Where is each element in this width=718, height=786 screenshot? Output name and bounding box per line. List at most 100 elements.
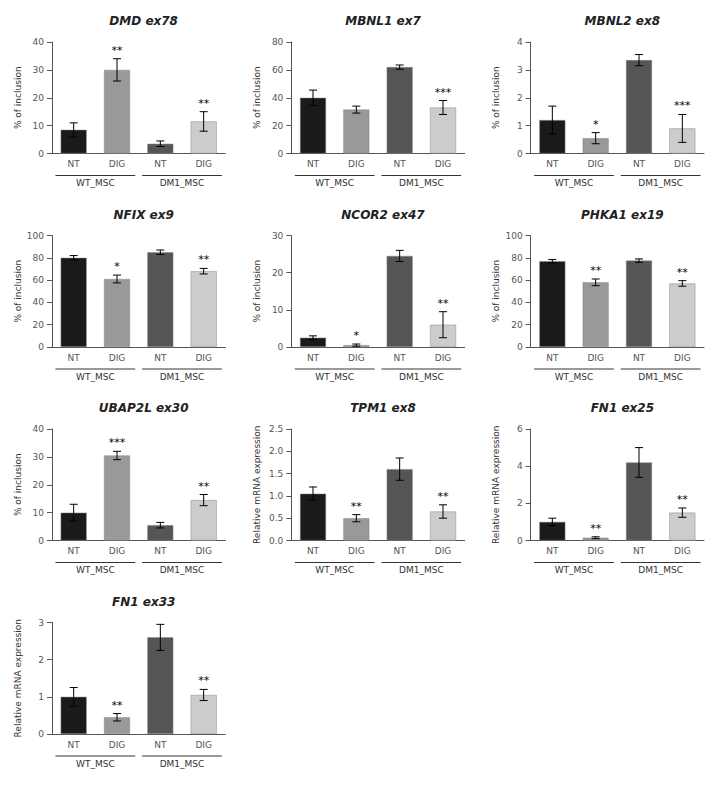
svg-text:20: 20	[33, 480, 45, 490]
svg-text:**: **	[112, 44, 124, 57]
svg-text:60: 60	[511, 275, 523, 285]
svg-text:DIG: DIG	[109, 159, 126, 169]
svg-text:*: *	[114, 260, 120, 273]
svg-text:4: 4	[517, 37, 523, 47]
svg-text:40: 40	[272, 93, 284, 103]
svg-text:% of inclusion: % of inclusion	[13, 453, 23, 516]
svg-text:DIG: DIG	[674, 353, 691, 363]
svg-text:0: 0	[38, 729, 44, 739]
svg-text:DM1_MSC: DM1_MSC	[399, 178, 444, 188]
svg-text:1: 1	[38, 692, 44, 702]
svg-text:*: *	[354, 329, 360, 342]
svg-text:1.5: 1.5	[269, 469, 283, 479]
svg-text:DIG: DIG	[674, 159, 691, 169]
svg-text:100: 100	[505, 231, 522, 241]
svg-text:DM1_MSC: DM1_MSC	[638, 178, 683, 188]
svg-text:DIG: DIG	[195, 159, 212, 169]
svg-text:40: 40	[33, 37, 45, 47]
svg-text:NT: NT	[154, 546, 167, 556]
svg-text:10: 10	[272, 305, 284, 315]
svg-text:% of inclusion: % of inclusion	[13, 66, 23, 129]
svg-text:**: **	[112, 699, 124, 712]
svg-text:DM1_MSC: DM1_MSC	[638, 372, 683, 382]
svg-text:0: 0	[517, 536, 523, 546]
svg-text:**: **	[438, 490, 450, 503]
svg-text:NT: NT	[68, 546, 81, 556]
svg-text:**: **	[438, 297, 450, 310]
svg-text:**: **	[198, 674, 210, 687]
svg-text:10: 10	[33, 508, 45, 518]
svg-text:DIG: DIG	[109, 546, 126, 556]
svg-text:WT_MSC: WT_MSC	[555, 372, 594, 382]
svg-text:0: 0	[278, 149, 284, 159]
svg-text:20: 20	[33, 93, 45, 103]
svg-text:DM1_MSC: DM1_MSC	[399, 565, 444, 575]
svg-text:2: 2	[517, 93, 523, 103]
svg-text:NT: NT	[394, 159, 407, 169]
svg-text:WT_MSC: WT_MSC	[315, 565, 354, 575]
svg-text:80: 80	[33, 253, 45, 263]
svg-text:**: **	[198, 480, 210, 493]
svg-text:DIG: DIG	[587, 159, 604, 169]
svg-text:**: **	[590, 264, 602, 277]
svg-text:40: 40	[33, 424, 45, 434]
svg-text:0: 0	[38, 536, 44, 546]
svg-text:NT: NT	[154, 353, 167, 363]
svg-text:% of inclusion: % of inclusion	[13, 260, 23, 323]
svg-text:0.0: 0.0	[269, 536, 284, 546]
svg-text:NT: NT	[633, 159, 646, 169]
svg-text:DIG: DIG	[587, 353, 604, 363]
svg-text:NFIX ex9: NFIX ex9	[113, 208, 173, 222]
svg-text:MBNL2 ex8: MBNL2 ex8	[585, 14, 661, 28]
svg-text:% of inclusion: % of inclusion	[252, 66, 262, 129]
svg-text:PHKA1 ex19: PHKA1 ex19	[581, 208, 664, 222]
svg-text:WT_MSC: WT_MSC	[76, 565, 115, 575]
svg-text:**: **	[677, 493, 689, 506]
svg-text:NT: NT	[633, 353, 646, 363]
svg-text:WT_MSC: WT_MSC	[76, 178, 115, 188]
svg-text:**: **	[198, 97, 210, 110]
svg-text:1.0: 1.0	[269, 491, 284, 501]
svg-text:**: **	[198, 253, 210, 266]
svg-text:Relative mRNA expression: Relative mRNA expression	[13, 619, 23, 737]
svg-text:% of inclusion: % of inclusion	[491, 260, 501, 323]
svg-text:NT: NT	[154, 159, 167, 169]
svg-text:Relative mRNA expression: Relative mRNA expression	[252, 426, 262, 544]
svg-text:NT: NT	[546, 546, 559, 556]
svg-text:DM1_MSC: DM1_MSC	[160, 565, 205, 575]
svg-text:**: **	[677, 266, 689, 279]
svg-text:% of inclusion: % of inclusion	[491, 66, 501, 129]
svg-text:NT: NT	[633, 546, 646, 556]
svg-text:100: 100	[27, 231, 44, 241]
svg-text:30: 30	[33, 452, 45, 462]
svg-text:2: 2	[517, 498, 523, 508]
svg-text:3: 3	[517, 65, 523, 75]
svg-text:3: 3	[38, 618, 44, 628]
svg-text:0: 0	[517, 149, 523, 159]
svg-text:40: 40	[33, 297, 45, 307]
svg-text:DIG: DIG	[674, 546, 691, 556]
svg-text:**: **	[590, 522, 602, 535]
svg-text:20: 20	[511, 320, 523, 330]
svg-text:DIG: DIG	[195, 740, 212, 750]
svg-text:DM1_MSC: DM1_MSC	[638, 565, 683, 575]
svg-text:DIG: DIG	[435, 546, 452, 556]
svg-text:NT: NT	[546, 353, 559, 363]
svg-text:0: 0	[278, 342, 284, 352]
svg-text:NT: NT	[307, 353, 320, 363]
svg-text:WT_MSC: WT_MSC	[76, 372, 115, 382]
svg-text:DIG: DIG	[435, 353, 452, 363]
svg-text:NT: NT	[307, 546, 320, 556]
svg-text:***: ***	[674, 99, 691, 112]
svg-text:TPM1 ex8: TPM1 ex8	[350, 401, 416, 415]
svg-text:NT: NT	[394, 546, 407, 556]
svg-text:UBAP2L ex30: UBAP2L ex30	[99, 401, 189, 415]
svg-text:WT_MSC: WT_MSC	[76, 759, 115, 769]
svg-text:WT_MSC: WT_MSC	[555, 565, 594, 575]
svg-text:Relative mRNA expression: Relative mRNA expression	[491, 426, 501, 544]
svg-text:2.5: 2.5	[269, 424, 283, 434]
svg-text:0: 0	[517, 342, 523, 352]
svg-text:NT: NT	[154, 740, 167, 750]
svg-text:***: ***	[109, 436, 126, 449]
svg-text:*: *	[593, 118, 599, 131]
